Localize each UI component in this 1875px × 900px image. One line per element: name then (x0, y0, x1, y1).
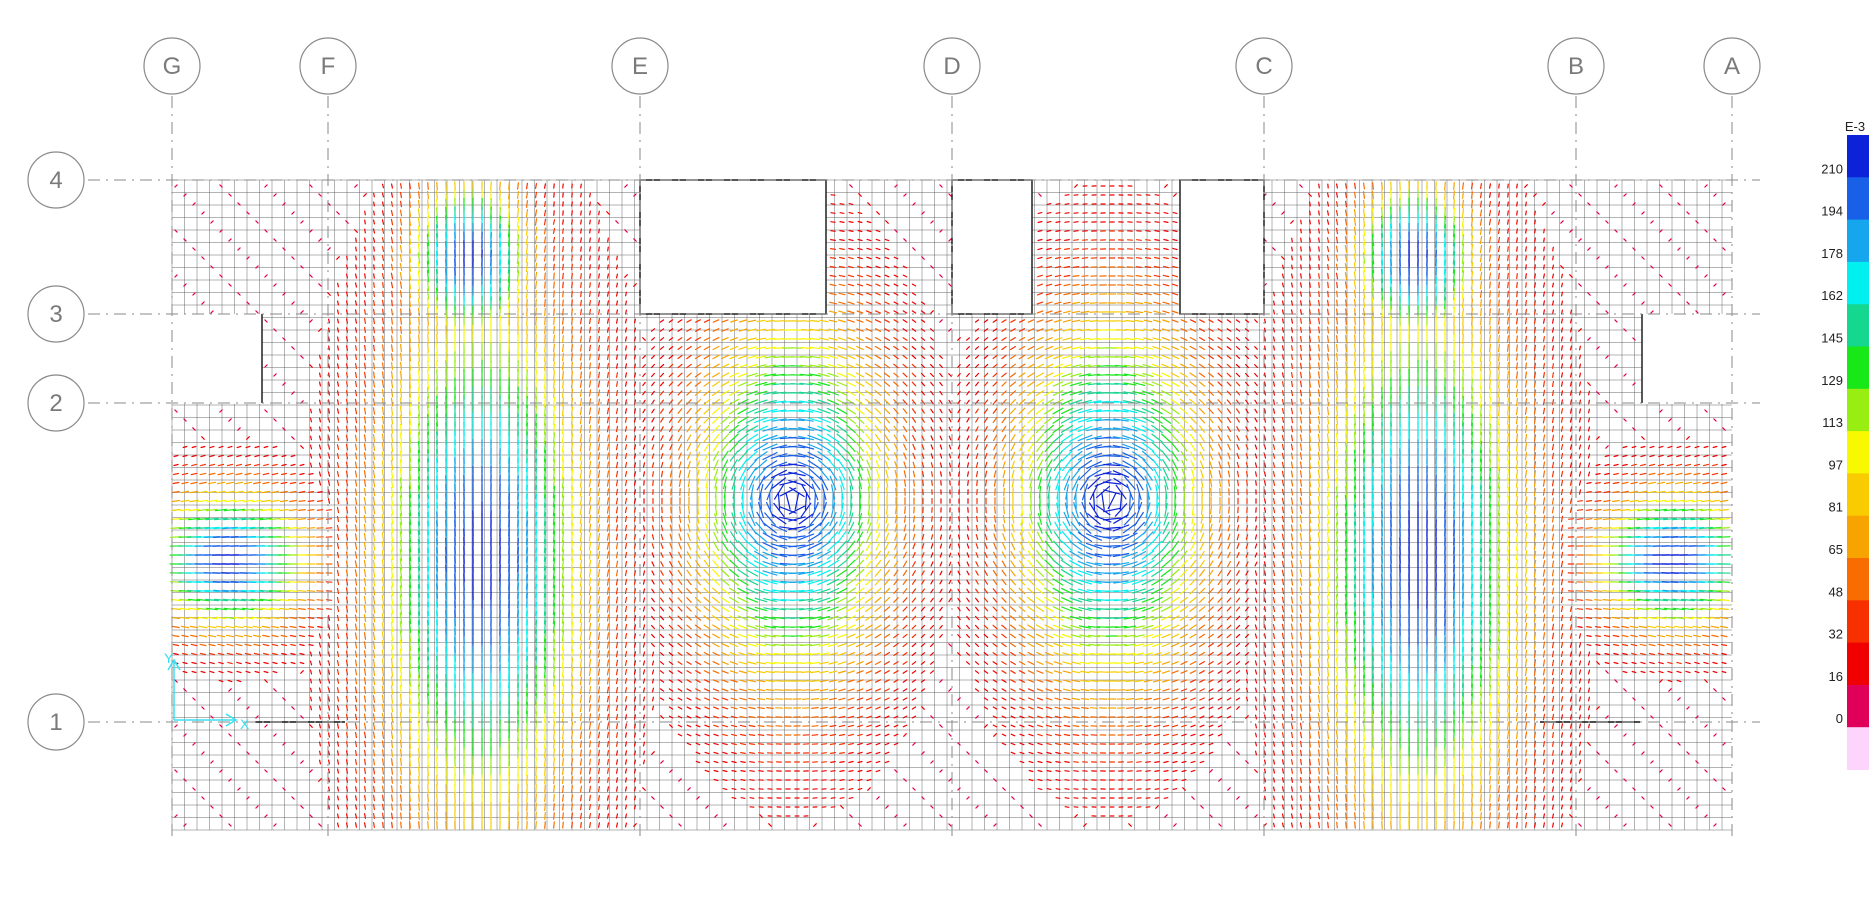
legend-tick-label: 0 (1836, 711, 1843, 726)
grid-bubble-label: G (163, 53, 182, 80)
grid-bubble-label: D (943, 53, 960, 80)
grid-bubble-e: E (611, 37, 669, 95)
grid-bubble-label: A (1724, 53, 1740, 80)
grid-bubble-label: E (632, 53, 648, 80)
grid-bubble-g: G (143, 37, 201, 95)
legend-swatch (1847, 473, 1869, 517)
legend-swatch (1847, 684, 1869, 728)
grid-bubble-label: B (1568, 53, 1584, 80)
legend-tick-label: 48 (1829, 584, 1843, 599)
grid-bubble-b: B (1547, 37, 1605, 95)
axis-x-arrow (225, 713, 238, 727)
legend-swatch (1847, 219, 1869, 263)
grid-bubble-c: C (1235, 37, 1293, 95)
axis-y-arrow (167, 658, 181, 671)
legend-swatch (1847, 431, 1869, 474)
grid-lines (88, 96, 1760, 840)
grid-bubbles: G F E D C B A 4 3 2 1 (27, 37, 1761, 751)
grid-bubble-label: F (321, 53, 336, 80)
grid-bubble-d: D (923, 37, 981, 95)
slab-outline (255, 179, 1643, 723)
grid-bubble-row-4: 4 (27, 151, 85, 209)
legend-tick-label: 81 (1829, 500, 1843, 515)
legend-tick-label: 210 (1821, 161, 1843, 176)
legend-swatch (1847, 388, 1869, 432)
legend-tick-label: 194 (1821, 204, 1843, 219)
legend-tick-label: 65 (1829, 542, 1843, 557)
legend-unit: E-3 (1845, 119, 1865, 134)
grid-bubble-a: A (1703, 37, 1761, 95)
stress-vector-field (169, 181, 1731, 830)
slab-edges (255, 179, 1643, 723)
legend-swatch (1847, 261, 1869, 305)
legend-tick-label: 113 (1822, 415, 1843, 430)
grid-bubble-f: F (299, 37, 357, 95)
legend-tick-label: 97 (1829, 457, 1843, 472)
legend-swatch (1847, 600, 1869, 644)
legend-swatch (1847, 642, 1869, 686)
legend-swatch (1847, 727, 1869, 770)
legend-tick-label: 145 (1821, 331, 1843, 346)
legend-tick-label: 129 (1821, 373, 1843, 388)
grid-bubble-label: 1 (49, 709, 62, 736)
axis-x-label: X (240, 716, 250, 732)
legend-swatch (1847, 177, 1869, 221)
legend-tick-label: 178 (1821, 246, 1843, 261)
axis-glyph: Y X (164, 650, 250, 732)
grid-bubble-label: 2 (49, 390, 62, 417)
grid-bubble-row-1: 1 (27, 693, 85, 751)
gridline-dashes (88, 96, 1760, 840)
legend-swatch (1847, 135, 1869, 178)
axis-y-label: Y (164, 650, 174, 666)
grid-bubble-row-3: 3 (27, 285, 85, 343)
grid-bubble-label: 4 (49, 167, 62, 194)
legend-swatch (1847, 515, 1869, 559)
grid-bubble-label: C (1255, 53, 1272, 80)
legend-swatch (1847, 304, 1869, 347)
legend-swatch (1847, 346, 1869, 390)
grid-bubble-row-2: 2 (27, 374, 85, 432)
legend-tick-label: 162 (1821, 288, 1843, 303)
stress-vectors (169, 181, 1731, 830)
legend-swatch (1847, 558, 1869, 601)
legend-tick-label: 32 (1829, 627, 1843, 642)
legend-tick-label: 16 (1829, 669, 1843, 684)
grid-bubble-label: 3 (49, 301, 62, 328)
color-legend: E-3 210 194 178 162 145 129 113 97 81 65 48 32 16 0 (1821, 119, 1869, 770)
